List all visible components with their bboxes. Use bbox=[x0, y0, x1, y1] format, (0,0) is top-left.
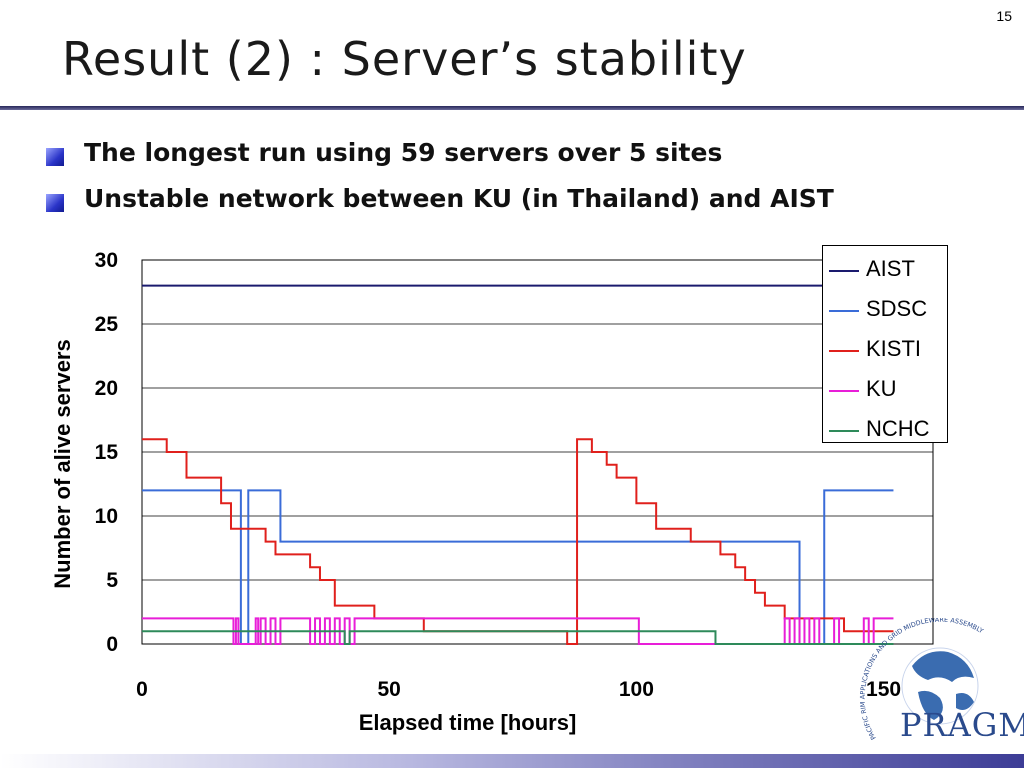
globe-land-icon bbox=[918, 690, 943, 720]
legend-label-ku: KU bbox=[866, 376, 897, 401]
legend-swatch-ku bbox=[829, 390, 859, 392]
x-tick-label: 100 bbox=[619, 678, 654, 701]
chart-legend: AIST SDSC KISTI KU NCHC bbox=[822, 245, 948, 443]
x-axis-label: Elapsed time [hours] bbox=[359, 710, 577, 735]
x-tick-label: 50 bbox=[378, 678, 401, 701]
y-tick-label: 10 bbox=[95, 505, 118, 528]
bullet-square-icon bbox=[46, 194, 64, 212]
x-tick-label: 150 bbox=[866, 678, 901, 701]
globe-outline bbox=[901, 647, 979, 725]
pragma-logo: PACIFIC RIM APPLICATIONS AND GRID MIDDLE… bbox=[859, 618, 985, 741]
y-tick-label: 15 bbox=[95, 441, 119, 464]
legend-label-nchc: NCHC bbox=[866, 416, 930, 441]
legend-swatch-kisti bbox=[829, 350, 859, 352]
legend-label-kisti: KISTI bbox=[866, 336, 922, 361]
series-line-nchc bbox=[142, 630, 894, 645]
legend-label-sdsc: SDSC bbox=[866, 296, 928, 321]
y-tick-label: 25 bbox=[95, 313, 119, 336]
globe-land-icon bbox=[956, 693, 974, 710]
bullet-square-icon bbox=[46, 148, 64, 166]
y-tick-label: 20 bbox=[95, 377, 118, 400]
bullet-text: The longest run using 59 servers over 5 … bbox=[84, 138, 723, 167]
y-tick-label: 0 bbox=[106, 633, 118, 656]
line-chart: 0 5 10 15 20 25 30 0 50 100 150 Elapsed time [hours… bbox=[50, 249, 934, 735]
title-rule bbox=[0, 106, 1024, 110]
bullet-text: Unstable network between KU (in Thailand… bbox=[84, 184, 834, 213]
legend-swatch-aist bbox=[829, 270, 859, 272]
legend-label-aist: AIST bbox=[866, 256, 915, 281]
legend-swatch-nchc bbox=[829, 430, 859, 432]
logo-wordmark: PRAGMA bbox=[900, 706, 1024, 744]
legend-swatch-sdsc bbox=[829, 310, 859, 312]
page-number: 15 bbox=[996, 8, 1012, 24]
globe-land-icon bbox=[912, 651, 974, 682]
y-tick-label: 30 bbox=[95, 249, 118, 272]
footer-gradient-bar bbox=[0, 754, 1024, 768]
x-tick-label: 0 bbox=[136, 678, 148, 701]
slide-title: Result (2) : Server’s stability bbox=[62, 32, 747, 86]
y-axis-label: Number of alive servers bbox=[50, 339, 75, 588]
series-line-kisti bbox=[142, 438, 894, 645]
y-tick-label: 5 bbox=[106, 569, 118, 592]
